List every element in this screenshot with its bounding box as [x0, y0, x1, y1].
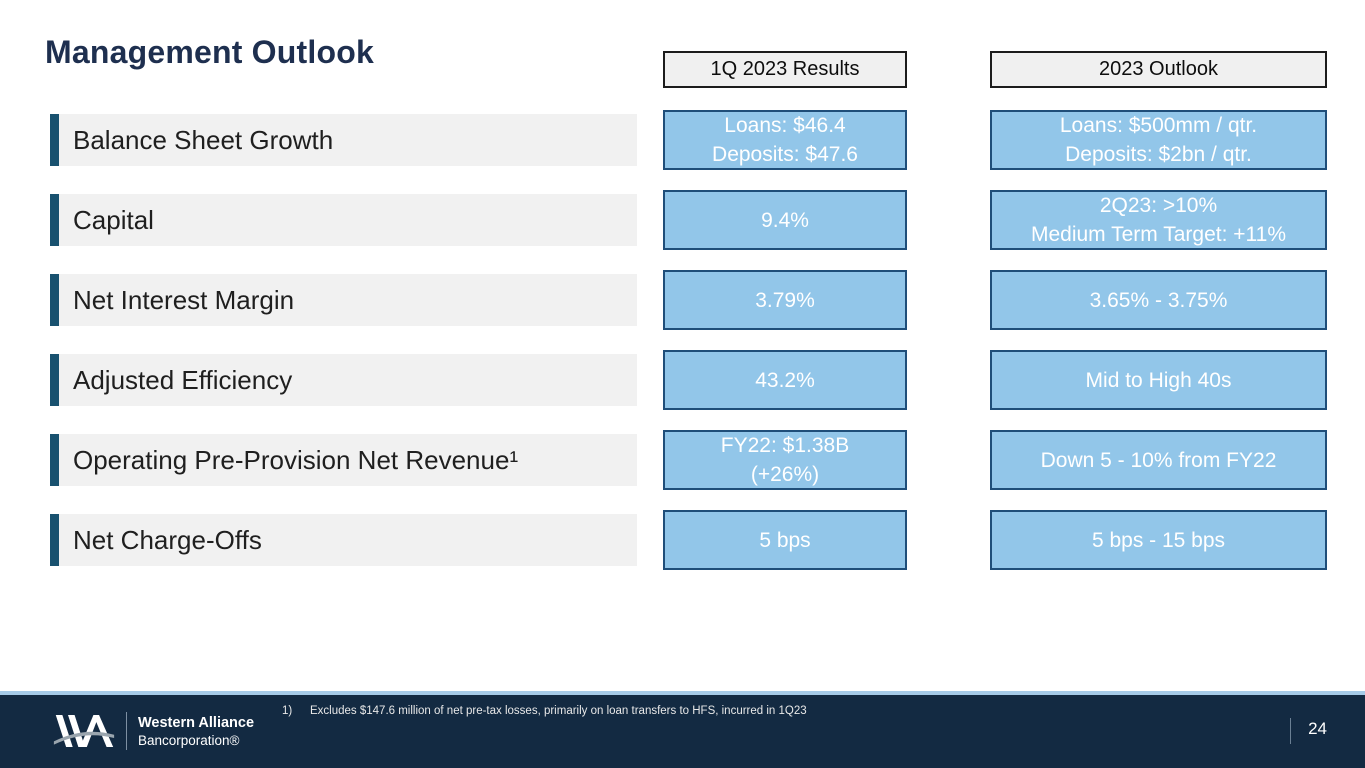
outlook-column-header: 2023 Outlook	[990, 51, 1327, 88]
logo-divider	[126, 712, 127, 750]
page-number: 24	[1308, 719, 1327, 738]
metric-label-cell: Net Charge-Offs	[50, 514, 637, 566]
outlook-table: Balance Sheet Growth Loans: $46.4 Deposi…	[0, 110, 1365, 570]
value-line: Deposits: $47.6	[712, 143, 858, 166]
page-number-divider	[1290, 718, 1291, 744]
results-column-header: 1Q 2023 Results	[663, 51, 907, 88]
outlook-value-box: Mid to High 40s	[990, 350, 1327, 410]
value-line: Mid to High 40s	[1085, 368, 1232, 392]
accent-bar	[50, 514, 59, 566]
footer-bar: Western Alliance Bancorporation® 1) Excl…	[0, 695, 1365, 768]
value-line: FY22: $1.38B	[720, 434, 850, 457]
value-line: 43.2%	[755, 368, 815, 392]
outlook-value-box: 3.65% - 3.75%	[990, 270, 1327, 330]
value-line: Loans: $500mm / qtr.	[1059, 114, 1258, 137]
footer-accent-strip	[0, 691, 1365, 695]
metric-label-cell: Balance Sheet Growth	[50, 114, 637, 166]
value-line: 5 bps - 15 bps	[1091, 528, 1226, 552]
outlook-value-box: Loans: $500mm / qtr. Deposits: $2bn / qt…	[990, 110, 1327, 170]
wa-monogram-icon	[52, 711, 116, 751]
metric-label-cell: Net Interest Margin	[50, 274, 637, 326]
metric-label: Balance Sheet Growth	[73, 124, 334, 155]
value-line: (+26%)	[750, 463, 820, 486]
row-capital: Capital 9.4% 2Q23: >10% Medium Term Targ…	[0, 190, 1365, 250]
accent-bar	[50, 114, 59, 166]
accent-bar	[50, 434, 59, 486]
metric-label-cell: Operating Pre-Provision Net Revenue¹	[50, 434, 637, 486]
logo-text: Western Alliance Bancorporation®	[138, 714, 254, 749]
footnote: 1) Excludes $147.6 million of net pre-ta…	[282, 704, 807, 718]
row-operating-ppnr: Operating Pre-Provision Net Revenue¹ FY2…	[0, 430, 1365, 490]
footnote-marker: 1)	[282, 705, 293, 717]
row-net-charge-offs: Net Charge-Offs 5 bps 5 bps - 15 bps	[0, 510, 1365, 570]
value-line: Medium Term Target: +11%	[1030, 223, 1287, 246]
row-balance-sheet-growth: Balance Sheet Growth Loans: $46.4 Deposi…	[0, 110, 1365, 170]
metric-label: Adjusted Efficiency	[73, 364, 293, 395]
results-value-box: 43.2%	[663, 350, 907, 410]
metric-label-cell: Adjusted Efficiency	[50, 354, 637, 406]
value-line: 3.65% - 3.75%	[1089, 288, 1228, 312]
company-logo: Western Alliance Bancorporation®	[52, 708, 254, 754]
row-net-interest-margin: Net Interest Margin 3.79% 3.65% - 3.75%	[0, 270, 1365, 330]
value-line: 3.79%	[755, 288, 815, 312]
results-value-box: 3.79%	[663, 270, 907, 330]
logo-company-sub: Bancorporation®	[138, 732, 240, 748]
footnote-text: Excludes $147.6 million of net pre-tax l…	[310, 705, 807, 717]
metric-label: Net Interest Margin	[73, 284, 295, 315]
results-value-box: FY22: $1.38B (+26%)	[663, 430, 907, 490]
outlook-value-box: 5 bps - 15 bps	[990, 510, 1327, 570]
value-line: Down 5 - 10% from FY22	[1040, 448, 1277, 472]
row-adjusted-efficiency: Adjusted Efficiency 43.2% Mid to High 40…	[0, 350, 1365, 410]
page-title: Management Outlook	[45, 34, 374, 70]
accent-bar	[50, 354, 59, 406]
metric-label: Net Charge-Offs	[73, 524, 262, 555]
outlook-value-box: 2Q23: >10% Medium Term Target: +11%	[990, 190, 1327, 250]
value-line: Deposits: $2bn / qtr.	[1065, 143, 1252, 166]
accent-bar	[50, 274, 59, 326]
logo-company-name: Western Alliance	[138, 714, 255, 731]
results-value-box: 9.4%	[663, 190, 907, 250]
results-value-box: Loans: $46.4 Deposits: $47.6	[663, 110, 907, 170]
metric-label: Operating Pre-Provision Net Revenue¹	[73, 444, 519, 475]
metric-label-cell: Capital	[50, 194, 637, 246]
metric-label: Capital	[73, 204, 154, 235]
outlook-value-box: Down 5 - 10% from FY22	[990, 430, 1327, 490]
accent-bar	[50, 194, 59, 246]
value-line: Loans: $46.4	[724, 114, 846, 137]
value-line: 5 bps	[759, 528, 811, 552]
results-value-box: 5 bps	[663, 510, 907, 570]
value-line: 2Q23: >10%	[1099, 194, 1218, 217]
value-line: 9.4%	[761, 208, 809, 232]
